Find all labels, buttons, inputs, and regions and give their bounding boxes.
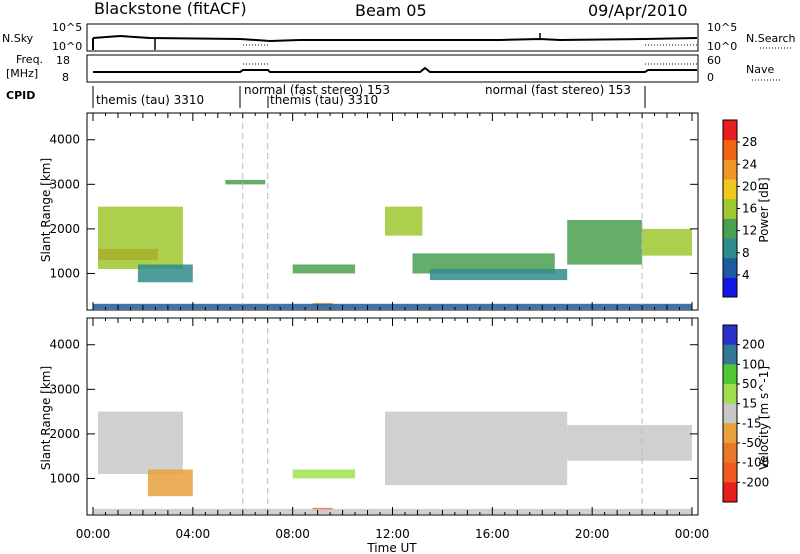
colorbar-tick-label: -200	[742, 475, 769, 489]
colorbar-tick-label: 15	[742, 397, 757, 411]
cpid-segment-label: normal (fast stereo) 153	[485, 83, 631, 97]
y-tick-label: 4000	[49, 338, 80, 352]
colorbar-swatch	[723, 403, 737, 424]
nave-label: Nave	[746, 63, 774, 76]
data-region	[225, 179, 266, 185]
station-title: Blackstone (fitACF)	[94, 0, 247, 18]
nsearch-bottom-tick: 10^0	[707, 40, 737, 53]
data-region	[292, 264, 356, 274]
date-title: 09/Apr/2010	[588, 1, 688, 20]
nave-top-tick: 60	[707, 54, 721, 67]
colorbar-swatch	[723, 198, 737, 219]
power-ylabel: Slant Range [km]	[39, 158, 53, 262]
nave-bottom-tick: 0	[707, 71, 714, 84]
velocity-colorbar: 200 100 50 15 -15 -50 -100 -200	[722, 324, 769, 503]
x-tick-label: 16:00	[475, 527, 510, 541]
freq-unit: [MHz]	[6, 67, 38, 80]
x-tick-label: 12:00	[375, 527, 410, 541]
velocity-colorbar-label: Velocity [m s^-1]	[757, 366, 771, 470]
colorbar-tick-label: -15	[742, 416, 762, 430]
data-region	[292, 469, 356, 479]
cpid-segment-label: normal (fast stereo) 153	[244, 83, 390, 97]
y-tick-label: 1000	[49, 266, 80, 280]
data-region	[147, 469, 193, 497]
nsky-panel	[86, 23, 699, 52]
y-tick-label: 3000	[49, 177, 80, 191]
cpid-segment-label: themis (tau) 3310	[270, 93, 378, 107]
colorbar-swatch	[723, 159, 737, 180]
data-region	[642, 228, 692, 256]
colorbar-swatch	[723, 218, 737, 239]
data-region	[385, 206, 423, 236]
x-tick-label: 00:00	[76, 527, 111, 541]
colorbar-swatch	[723, 238, 737, 259]
y-tick-label: 2000	[49, 427, 80, 441]
freq-top-tick: 18	[56, 54, 70, 67]
freq-line	[93, 66, 697, 73]
colorbar-swatch	[723, 120, 737, 141]
colorbar-swatch	[723, 179, 737, 200]
xaxis-label: Time UT	[366, 541, 417, 554]
x-tick-label: 00:00	[675, 527, 710, 541]
colorbar-swatch	[723, 257, 737, 278]
nsearch-label: N.Search	[746, 32, 796, 45]
cpid-segment-label: themis (tau) 3310	[96, 93, 204, 107]
nsky-label: N.Sky	[2, 32, 34, 45]
y-tick-label: 2000	[49, 222, 80, 236]
colorbar-tick-label: 20	[742, 179, 757, 193]
cpid-label: CPID	[6, 89, 35, 102]
power-colorbar: 4 8 12 16 20 24 28	[722, 119, 757, 298]
colorbar-swatch	[723, 325, 737, 346]
data-region	[385, 411, 568, 486]
colorbar-swatch	[723, 139, 737, 160]
freq-panel	[86, 54, 699, 83]
colorbar-tick-label: -50	[742, 436, 762, 450]
colorbar-tick-label: 12	[742, 224, 757, 238]
data-region	[98, 206, 183, 269]
colorbar-tick-label: 8	[742, 246, 750, 260]
data-region	[429, 269, 568, 281]
freq-label: Freq.	[16, 53, 43, 66]
colorbar-frame	[722, 324, 738, 503]
colorbar-tick-label: 200	[742, 338, 765, 352]
colorbar-swatch	[723, 423, 737, 444]
beam-title: Beam 05	[355, 1, 427, 20]
colorbar-tick-label: 16	[742, 202, 757, 216]
y-tick-label: 3000	[49, 382, 80, 396]
colorbar-swatch	[723, 462, 737, 483]
x-tick-label: 20:00	[575, 527, 610, 541]
x-tick-label: 04:00	[176, 527, 211, 541]
y-tick-label: 4000	[49, 133, 80, 147]
colorbar-tick-label: 4	[742, 268, 750, 282]
freq-bottom-tick: 8	[62, 71, 69, 84]
nsky-bottom-tick: 10^0	[52, 40, 82, 53]
colorbar-swatch	[723, 384, 737, 405]
colorbar-swatch	[723, 364, 737, 385]
colorbar-swatch	[723, 443, 737, 464]
colorbar-tick-label: 50	[742, 377, 757, 391]
colorbar-tick-label: 100	[742, 357, 765, 371]
data-region	[137, 264, 193, 283]
colorbar-swatch	[723, 482, 737, 503]
velocity-axes: 1000 2000 3000 4000 00:00 04:00 08:00 12:00 16:0…	[49, 318, 709, 541]
colorbar-tick-label: -100	[742, 456, 769, 470]
colorbar-tick-label: 24	[742, 157, 757, 171]
velocity-ylabel: Slant Range [km]	[39, 366, 53, 470]
data-region	[98, 411, 183, 474]
y-tick-label: 1000	[49, 471, 80, 485]
colorbar-swatch	[723, 277, 737, 298]
colorbar-swatch	[723, 344, 737, 365]
data-region	[412, 253, 555, 274]
data-region	[567, 220, 643, 265]
nsky-top-tick: 10^5	[52, 21, 82, 34]
power-axes: 1000 2000 3000 4000	[49, 113, 698, 310]
data-region	[567, 425, 692, 461]
nsky-line	[92, 34, 698, 43]
power-colorbar-label: Power [dB]	[757, 177, 771, 242]
x-tick-label: 08:00	[275, 527, 310, 541]
nsearch-top-tick: 10^5	[707, 21, 737, 34]
colorbar-tick-label: 28	[742, 135, 757, 149]
